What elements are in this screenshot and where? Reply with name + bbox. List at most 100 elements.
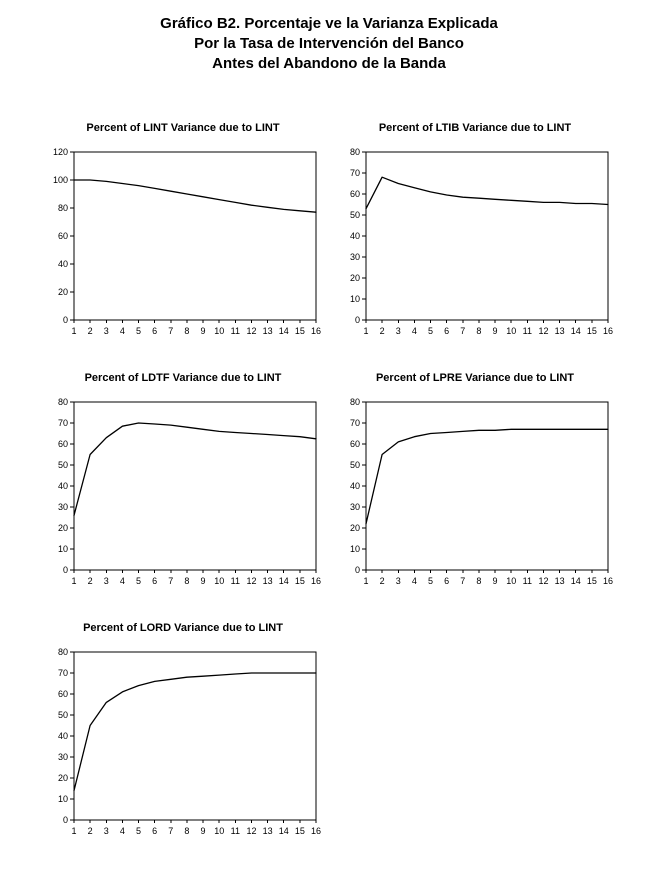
svg-text:120: 120 bbox=[53, 147, 68, 157]
svg-text:3: 3 bbox=[104, 826, 109, 836]
svg-text:3: 3 bbox=[104, 326, 109, 336]
svg-text:10: 10 bbox=[58, 544, 68, 554]
chart-lord-title: Percent of LORD Variance due to LINT bbox=[83, 622, 283, 634]
svg-text:11: 11 bbox=[523, 326, 532, 336]
svg-text:0: 0 bbox=[63, 565, 68, 575]
svg-text:2: 2 bbox=[88, 576, 93, 586]
svg-text:7: 7 bbox=[168, 326, 173, 336]
svg-text:0: 0 bbox=[63, 315, 68, 325]
svg-text:6: 6 bbox=[444, 326, 449, 336]
svg-text:3: 3 bbox=[104, 576, 109, 586]
svg-text:60: 60 bbox=[350, 439, 360, 449]
svg-text:4: 4 bbox=[412, 326, 417, 336]
svg-text:12: 12 bbox=[538, 326, 548, 336]
svg-text:13: 13 bbox=[555, 326, 565, 336]
svg-text:4: 4 bbox=[120, 826, 125, 836]
svg-text:8: 8 bbox=[184, 326, 189, 336]
svg-text:9: 9 bbox=[201, 576, 206, 586]
svg-text:5: 5 bbox=[136, 826, 141, 836]
svg-text:40: 40 bbox=[58, 259, 68, 269]
svg-text:13: 13 bbox=[263, 326, 273, 336]
svg-text:12: 12 bbox=[246, 826, 256, 836]
svg-text:10: 10 bbox=[350, 294, 360, 304]
svg-text:1: 1 bbox=[363, 326, 368, 336]
svg-text:14: 14 bbox=[279, 326, 289, 336]
svg-text:80: 80 bbox=[58, 647, 68, 657]
charts-grid: Percent of LINT Variance due to LINT 0 20… bbox=[0, 122, 658, 844]
svg-text:10: 10 bbox=[214, 576, 224, 586]
svg-text:30: 30 bbox=[58, 502, 68, 512]
svg-text:4: 4 bbox=[120, 576, 125, 586]
svg-text:13: 13 bbox=[263, 826, 273, 836]
svg-text:16: 16 bbox=[311, 826, 321, 836]
svg-text:80: 80 bbox=[350, 397, 360, 407]
svg-text:70: 70 bbox=[350, 168, 360, 178]
svg-text:5: 5 bbox=[136, 326, 141, 336]
svg-text:5: 5 bbox=[428, 326, 433, 336]
svg-text:4: 4 bbox=[412, 576, 417, 586]
svg-text:60: 60 bbox=[350, 189, 360, 199]
svg-text:16: 16 bbox=[311, 326, 321, 336]
chart-ldtf-title: Percent of LDTF Variance due to LINT bbox=[84, 372, 282, 384]
svg-text:12: 12 bbox=[246, 326, 256, 336]
svg-text:0: 0 bbox=[355, 315, 360, 325]
svg-text:80: 80 bbox=[58, 203, 68, 213]
svg-text:6: 6 bbox=[152, 576, 157, 586]
svg-text:6: 6 bbox=[444, 576, 449, 586]
svg-text:14: 14 bbox=[571, 326, 581, 336]
document-title-line-3: Antes del Abandono de la Banda bbox=[212, 55, 446, 72]
svg-text:1: 1 bbox=[71, 826, 76, 836]
svg-text:16: 16 bbox=[311, 576, 321, 586]
svg-text:70: 70 bbox=[58, 668, 68, 678]
svg-text:2: 2 bbox=[88, 826, 93, 836]
svg-text:12: 12 bbox=[538, 576, 548, 586]
svg-text:7: 7 bbox=[460, 326, 465, 336]
chart-lint-variance: Percent of LINT Variance due to LINT 0 20… bbox=[40, 122, 326, 344]
svg-text:11: 11 bbox=[231, 326, 240, 336]
svg-text:10: 10 bbox=[350, 544, 360, 554]
svg-text:16: 16 bbox=[603, 326, 613, 336]
svg-text:5: 5 bbox=[136, 576, 141, 586]
svg-text:15: 15 bbox=[587, 576, 597, 586]
svg-text:6: 6 bbox=[152, 826, 157, 836]
svg-text:1: 1 bbox=[363, 576, 368, 586]
svg-text:8: 8 bbox=[184, 826, 189, 836]
svg-text:7: 7 bbox=[168, 576, 173, 586]
svg-text:10: 10 bbox=[58, 794, 68, 804]
svg-text:14: 14 bbox=[279, 576, 289, 586]
svg-text:12: 12 bbox=[246, 576, 256, 586]
svg-text:0: 0 bbox=[63, 815, 68, 825]
svg-text:30: 30 bbox=[350, 252, 360, 262]
svg-text:40: 40 bbox=[350, 481, 360, 491]
svg-text:7: 7 bbox=[460, 576, 465, 586]
svg-text:40: 40 bbox=[58, 481, 68, 491]
chart-ldtf-variance: Percent of LDTF Variance due to LINT 0 10… bbox=[40, 372, 326, 594]
svg-text:2: 2 bbox=[380, 326, 385, 336]
svg-text:2: 2 bbox=[380, 576, 385, 586]
document-title: Gráfico B2. Porcentaje ve la Varianza Ex… bbox=[0, 0, 658, 74]
svg-text:30: 30 bbox=[350, 502, 360, 512]
svg-text:50: 50 bbox=[350, 460, 360, 470]
svg-text:1: 1 bbox=[71, 326, 76, 336]
svg-text:10: 10 bbox=[506, 326, 516, 336]
svg-text:5: 5 bbox=[428, 576, 433, 586]
svg-text:0: 0 bbox=[355, 565, 360, 575]
svg-text:10: 10 bbox=[214, 326, 224, 336]
svg-text:13: 13 bbox=[263, 576, 273, 586]
chart-ltib-variance: Percent of LTIB Variance due to LINT 0 10… bbox=[332, 122, 618, 344]
svg-text:10: 10 bbox=[214, 826, 224, 836]
svg-text:4: 4 bbox=[120, 326, 125, 336]
svg-text:16: 16 bbox=[603, 576, 613, 586]
svg-text:9: 9 bbox=[201, 326, 206, 336]
svg-text:80: 80 bbox=[350, 147, 360, 157]
svg-text:20: 20 bbox=[350, 273, 360, 283]
svg-text:3: 3 bbox=[396, 576, 401, 586]
svg-text:60: 60 bbox=[58, 689, 68, 699]
svg-text:80: 80 bbox=[58, 397, 68, 407]
svg-text:20: 20 bbox=[58, 287, 68, 297]
svg-text:11: 11 bbox=[523, 576, 532, 586]
